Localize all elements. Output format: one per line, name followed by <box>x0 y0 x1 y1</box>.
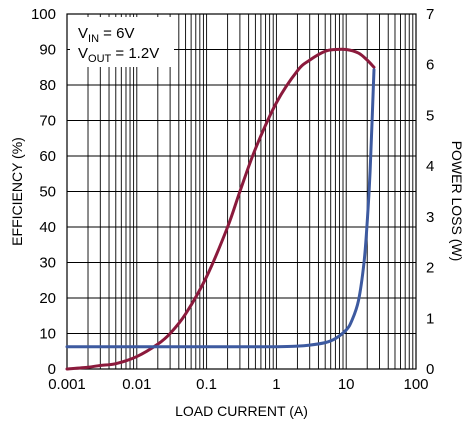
conditions-annotation: VIN = 6V VOUT = 1.2V <box>70 17 174 67</box>
y-right-tick-label: 6 <box>426 57 434 74</box>
power-loss-curve <box>65 68 376 349</box>
x-tick-label: 1 <box>272 376 280 393</box>
y-left-tick-label: 70 <box>39 113 56 130</box>
x-tick-label: 10 <box>338 376 355 393</box>
y-left-tick-label: 0 <box>48 361 56 378</box>
y-right-tick-label: 0 <box>426 361 434 378</box>
tick-labels: 0.001 0.01 0.1 1 10 1000102030405060708090100… <box>31 6 434 393</box>
y-right-tick-label: 1 <box>426 310 434 327</box>
y-axis-left-label: EFFICIENCY (%) <box>9 137 25 246</box>
efficiency-curve <box>65 47 376 371</box>
x-tick-label: 0.001 <box>48 376 86 393</box>
grid <box>67 14 416 369</box>
y-left-tick-label: 100 <box>31 6 56 23</box>
series <box>65 47 376 371</box>
y-left-tick-label: 60 <box>39 148 56 165</box>
y-left-tick-label: 50 <box>39 184 56 201</box>
plot-frame <box>66 13 417 370</box>
x-axis-label: LOAD CURRENT (A) <box>175 403 308 419</box>
y-left-tick-label: 20 <box>39 290 56 307</box>
y-right-tick-label: 2 <box>426 260 434 277</box>
y-right-tick-label: 3 <box>426 209 434 226</box>
y-left-tick-label: 40 <box>39 219 56 236</box>
y-right-tick-label: 5 <box>426 107 434 124</box>
x-tick-label: 100 <box>403 376 428 393</box>
y-left-tick-label: 10 <box>39 326 56 343</box>
vout-label: VOUT = 1.2V <box>78 45 159 65</box>
vin-label: VIN = 6V <box>78 25 134 45</box>
y-axis-right-label: POWER LOSS (W) <box>449 141 465 262</box>
y-left-tick-label: 80 <box>39 77 56 94</box>
x-tick-label: 0.01 <box>122 376 151 393</box>
x-tick-label: 0.1 <box>196 376 217 393</box>
y-right-tick-label: 7 <box>426 6 434 23</box>
y-right-tick-label: 4 <box>426 158 434 175</box>
y-left-tick-label: 30 <box>39 255 56 272</box>
y-left-tick-label: 90 <box>39 42 56 59</box>
